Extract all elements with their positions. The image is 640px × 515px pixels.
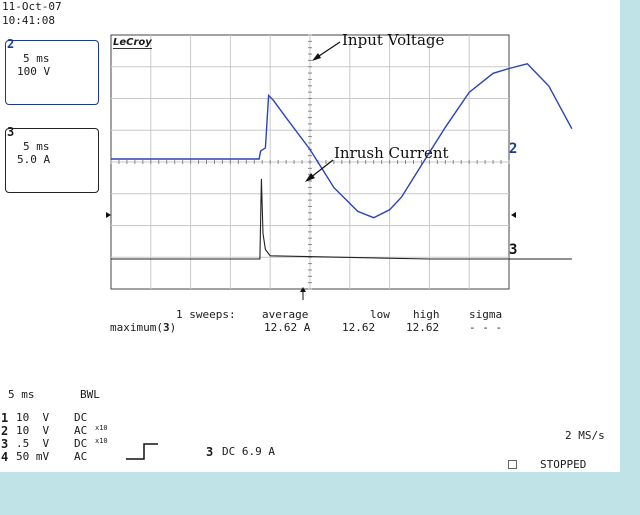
channel-scale: .5 V bbox=[16, 437, 50, 450]
inrush-current-arrowhead bbox=[305, 173, 315, 182]
channel-scale: 10 V bbox=[16, 424, 50, 437]
trace-channel-2 bbox=[111, 63, 573, 219]
channel-2-box[interactable]: 2 5 ms 100 V bbox=[5, 37, 99, 105]
value-sigma: - - - bbox=[469, 321, 503, 334]
header-low: low bbox=[370, 308, 390, 321]
value-average: 12.62 A bbox=[264, 321, 311, 334]
status-checkbox[interactable] bbox=[508, 460, 517, 469]
channel-scale: 50 mV bbox=[16, 450, 50, 463]
channel-coupling: AC bbox=[74, 424, 88, 437]
channel-number: 2 bbox=[1, 424, 9, 438]
input-voltage-arrowhead bbox=[312, 53, 321, 61]
acquisition-status: STOPPED bbox=[540, 458, 587, 471]
channel-2-timebase: 5 ms bbox=[23, 52, 50, 65]
trigger-arrow-head bbox=[300, 287, 306, 292]
inrush-current-annotation: Inrush Current bbox=[334, 144, 449, 162]
channel-2-number: 2 bbox=[7, 37, 15, 51]
channel-probe: x10 bbox=[95, 424, 108, 432]
bwl-label: BWL bbox=[80, 388, 100, 401]
brand-logo: LeCroy bbox=[113, 37, 152, 49]
channel-coupling: AC bbox=[74, 450, 88, 463]
channel-2-scale: 100 V bbox=[17, 65, 51, 78]
input-voltage-annotation: Input Voltage bbox=[342, 31, 445, 49]
channel-3-timebase: 5 ms bbox=[23, 140, 50, 153]
input-voltage-arrow bbox=[315, 41, 341, 59]
sample-rate: 2 MS/s bbox=[565, 429, 605, 442]
trace-3-marker: 3 bbox=[509, 242, 518, 258]
right-frame-border bbox=[620, 0, 640, 515]
inrush-current-arrow bbox=[309, 159, 334, 179]
trigger-text: DC 6.9 A bbox=[222, 445, 275, 458]
left-offset-marker bbox=[106, 212, 111, 218]
right-offset-marker bbox=[511, 212, 516, 218]
timebase-label: 5 ms bbox=[8, 388, 35, 401]
channel-3-number: 3 bbox=[7, 125, 15, 139]
trace-channel-3 bbox=[111, 178, 572, 260]
channel-number: 3 bbox=[1, 437, 9, 451]
trigger-channel: 3 bbox=[206, 445, 214, 459]
channel-3-scale: 5.0 A bbox=[17, 153, 51, 166]
time-label: 10:41:08 bbox=[2, 14, 55, 27]
date-label: 11-Oct-07 bbox=[2, 0, 62, 13]
trace-2-marker: 2 bbox=[509, 141, 518, 157]
value-high: 12.62 bbox=[406, 321, 440, 334]
header-high: high bbox=[413, 308, 440, 321]
channel-probe: x10 bbox=[95, 437, 108, 445]
measurement-row-label: maximum(3) bbox=[110, 321, 177, 334]
value-low: 12.62 bbox=[342, 321, 376, 334]
channel-number: 4 bbox=[1, 450, 9, 464]
graticule-grid bbox=[110, 34, 510, 290]
channel-scale: 10 V bbox=[16, 411, 50, 424]
trigger-edge-icon bbox=[126, 443, 158, 460]
channel-3-box[interactable]: 3 5 ms 5.0 A bbox=[5, 125, 99, 193]
bottom-frame-border bbox=[0, 472, 640, 515]
channel-number: 1 bbox=[1, 411, 9, 425]
channel-coupling: DC bbox=[74, 411, 88, 424]
header-average: average bbox=[262, 308, 309, 321]
channel-coupling: DC bbox=[74, 437, 88, 450]
header-sigma: sigma bbox=[469, 308, 503, 321]
sweeps-label: 1 sweeps: bbox=[176, 308, 236, 321]
